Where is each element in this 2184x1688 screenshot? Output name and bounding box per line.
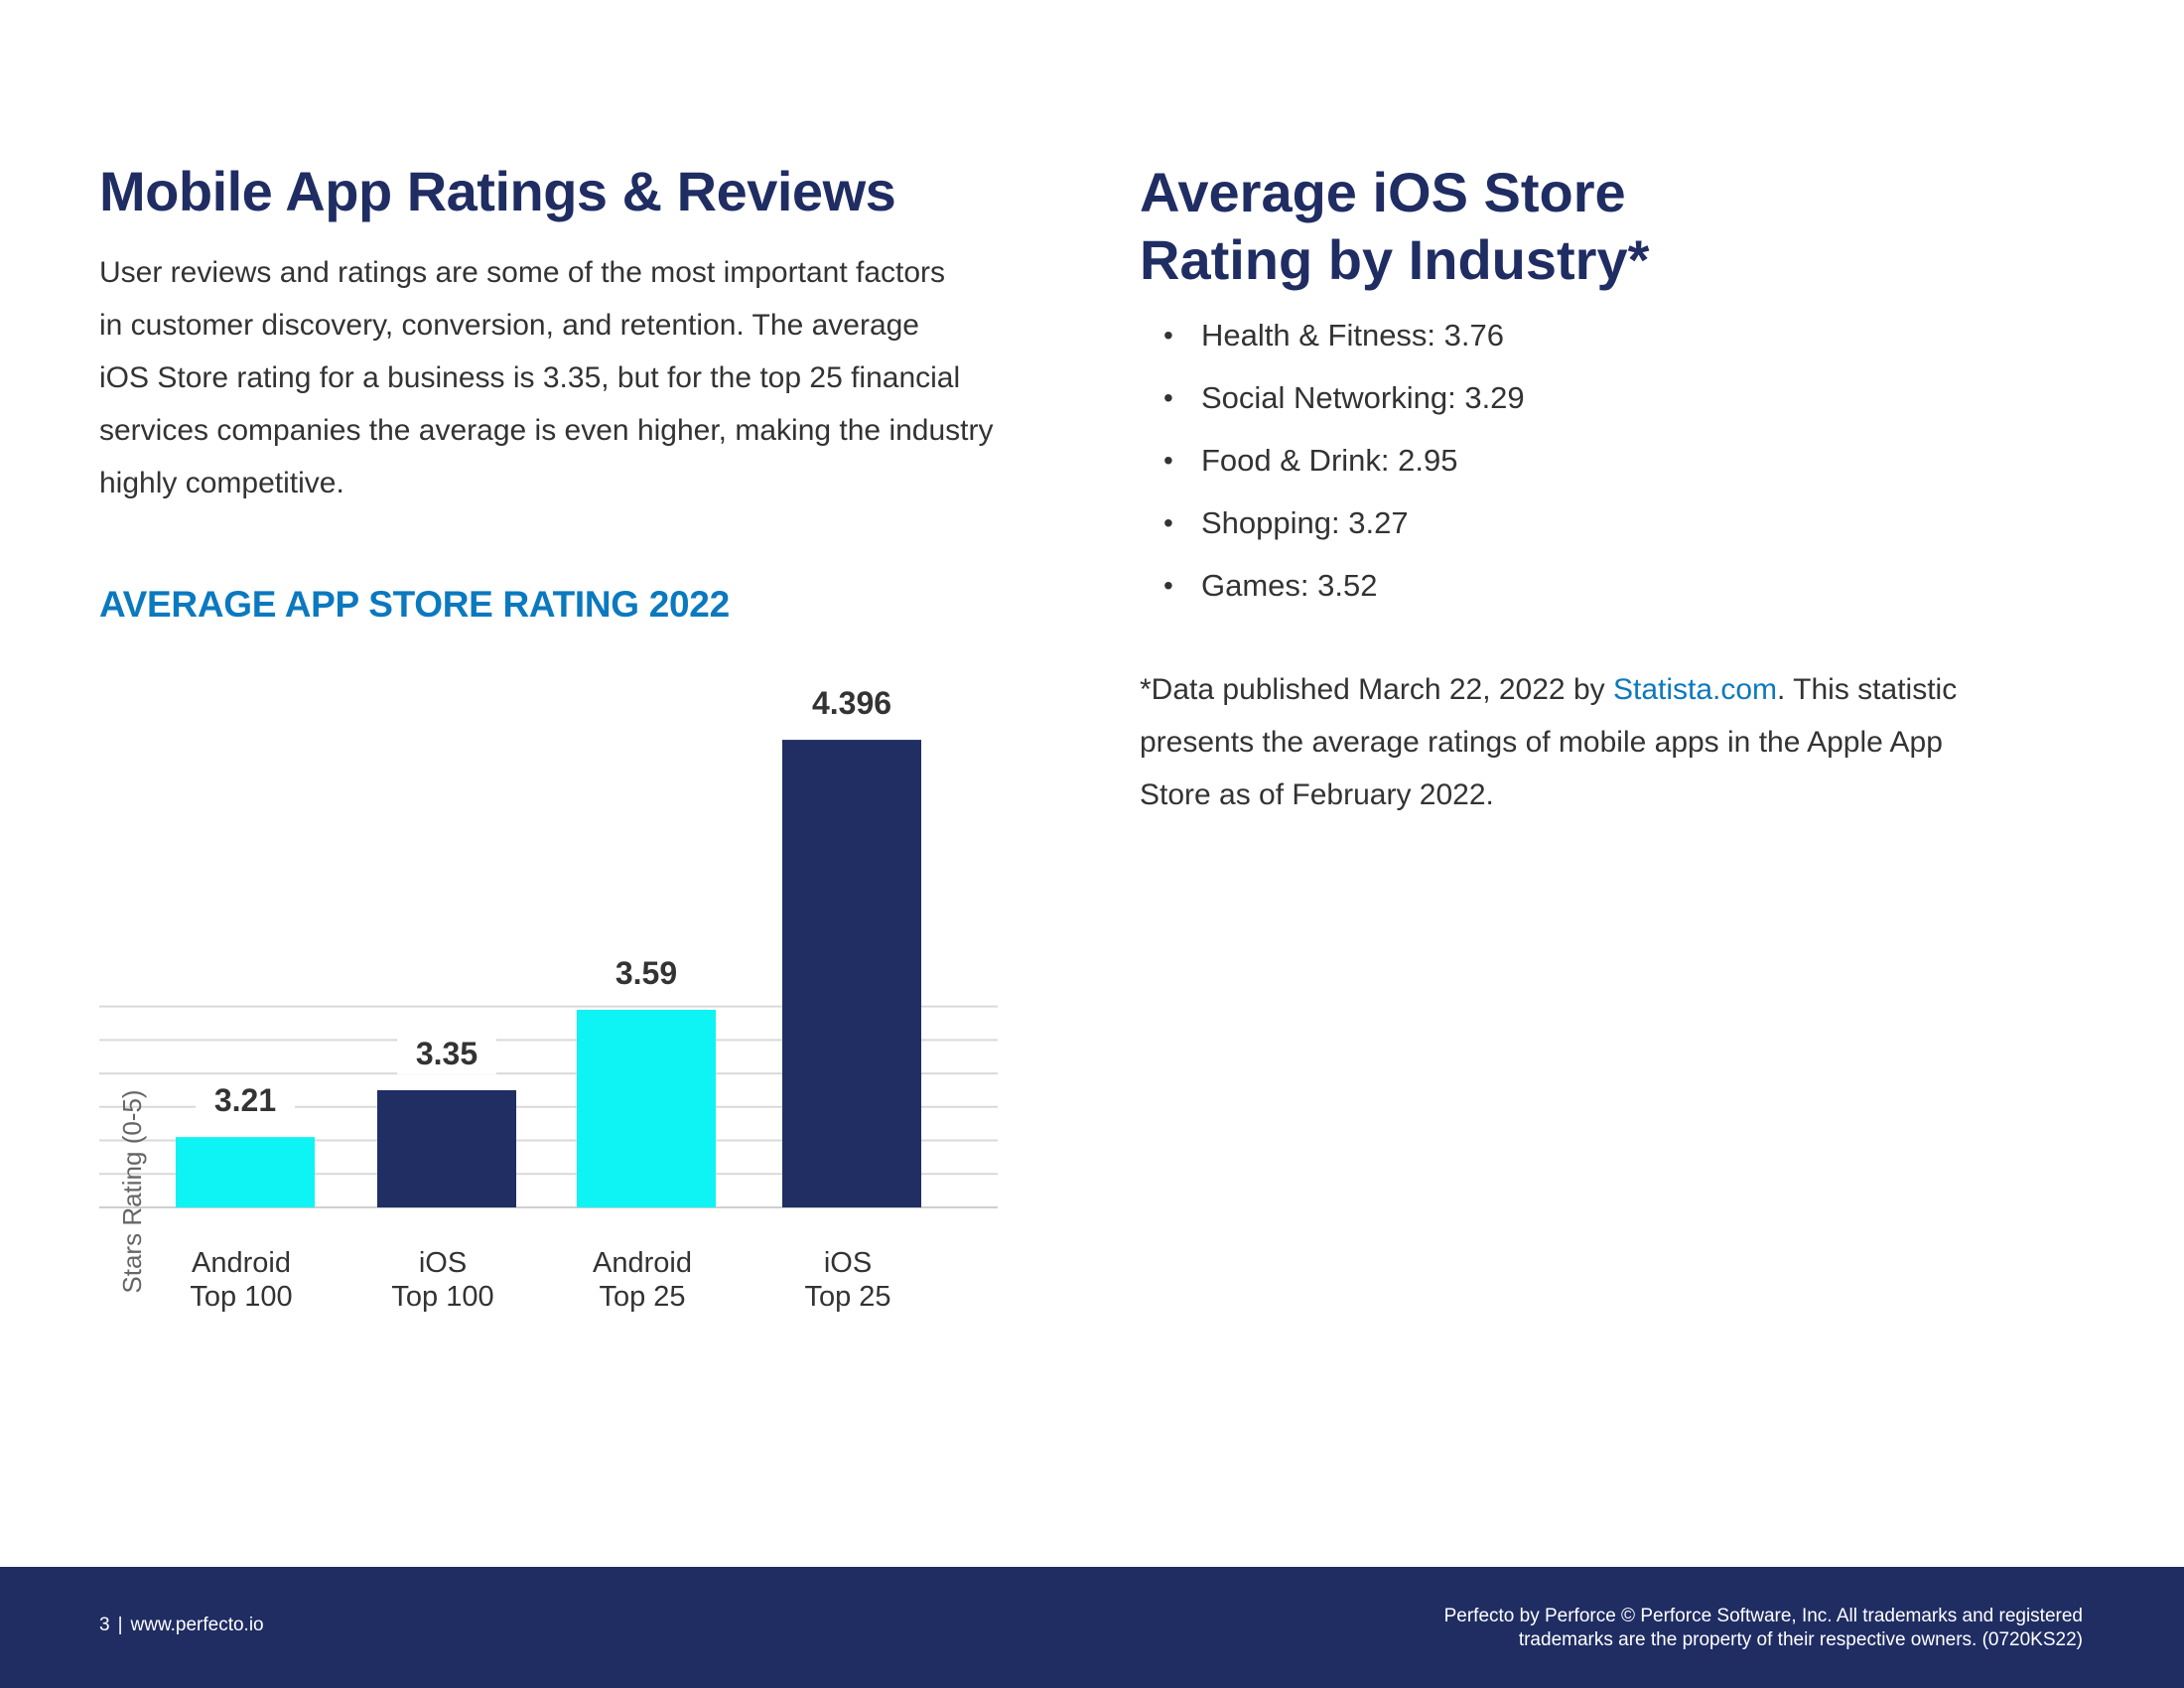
category-label: Android [192,1247,291,1279]
industry-title: Average iOS Store Rating by Industry* [1140,159,1835,294]
footnote: *Data published March 22, 2022 by Statis… [1140,663,2033,821]
y-axis-label: Stars Rating (0-5) [117,1089,147,1293]
value-label: 3.35 [416,1036,478,1071]
list-item: • Shopping: 3.27 [1163,503,1525,566]
list-item: • Games: 3.52 [1163,566,1525,629]
industry-title-line: Rating by Industry* [1140,228,1650,291]
list-item-text: Games: 3.52 [1201,568,1378,603]
value-label: 3.21 [214,1082,276,1118]
bar [176,1137,315,1207]
intro-line: User reviews and ratings are some of the… [99,256,946,289]
bar [377,1089,516,1207]
footnote-line: presents the average ratings of mobile a… [1140,726,1943,759]
value-label-background [397,1028,496,1074]
value-label-background [196,1075,295,1122]
footnote-suffix: . This statistic [1777,673,1958,706]
category-label: Top 100 [391,1281,493,1313]
bullet-icon: • [1163,320,1173,351]
page-title: Mobile App Ratings & Reviews [99,160,896,222]
intro-paragraph: User reviews and ratings are some of the… [99,246,1052,509]
bar [577,1009,716,1207]
category-label: Android [593,1247,692,1279]
bullet-icon: • [1163,445,1173,476]
website-link[interactable]: www.perfecto.io [130,1615,264,1635]
intro-line: iOS Store rating for a business is 3.35,… [99,361,961,394]
bar [782,740,921,1207]
list-item: • Social Networking: 3.29 [1163,378,1525,441]
footer-left: 3 | www.perfecto.io [99,1615,264,1636]
value-label-background [597,947,696,994]
value-label: 4.396 [812,685,891,721]
category-label: Top 25 [599,1281,685,1313]
industry-list: • Health & Fitness: 3.76 • Social Networki… [1163,316,1525,629]
list-item-text: Health & Fitness: 3.76 [1201,318,1504,352]
bullet-icon: • [1163,382,1173,413]
list-item-text: Social Networking: 3.29 [1201,380,1525,415]
page-number: 3 [99,1615,110,1635]
chart-value-labels: 3.21 3.35 3.59 4.396 [196,678,911,1122]
value-label-background [792,678,911,725]
list-item-text: Food & Drink: 2.95 [1201,443,1458,478]
category-label: Top 25 [804,1281,890,1313]
list-item-text: Shopping: 3.27 [1201,505,1409,540]
statista-link[interactable]: Statista.com [1612,673,1778,706]
chart-title: AVERAGE APP STORE RATING 2022 [99,584,730,625]
list-item: • Health & Fitness: 3.76 [1163,316,1525,378]
intro-line: in customer discovery, conversion, and r… [99,309,919,342]
category-label: iOS [419,1247,467,1279]
value-label: 3.59 [615,955,677,991]
footnote-line: Store as of February 2022. [1140,778,1494,811]
footnote-prefix: *Data published March 22, 2022 by [1140,673,1613,706]
bullet-icon: • [1163,570,1173,601]
list-item: • Food & Drink: 2.95 [1163,441,1525,503]
bullet-icon: • [1163,507,1173,538]
page-footer: 3 | www.perfecto.io Perfecto by Perforce ©… [0,1567,2184,1688]
intro-line: highly competitive. [99,467,344,499]
intro-line: services companies the average is even h… [99,414,994,447]
chart-bars [176,740,921,1207]
category-label: Top 100 [190,1281,292,1313]
industry-title-line: Average iOS Store [1140,161,1626,223]
category-label: iOS [824,1247,872,1279]
footer-copyright: Perfecto by Perforce © Perforce Software… [1444,1605,2083,1652]
footer-separator: | [117,1615,123,1635]
copyright-line: trademarks are the property of their res… [1518,1629,2083,1650]
copyright-line: Perfecto by Perforce © Perforce Software… [1443,1606,2083,1626]
